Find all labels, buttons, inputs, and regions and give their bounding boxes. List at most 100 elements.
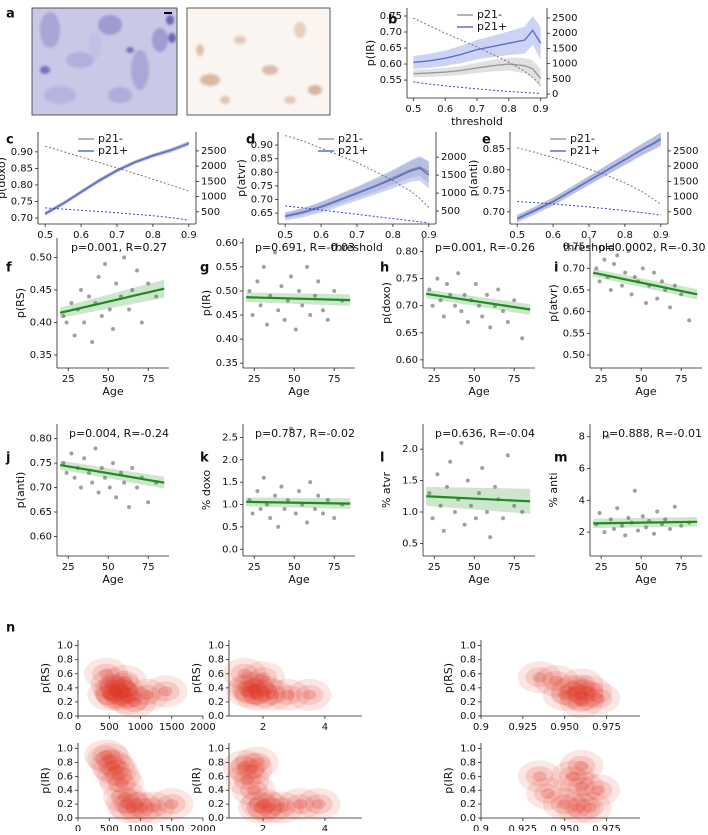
density-blob: [157, 794, 186, 815]
density-blob: [567, 791, 612, 824]
x-tick-label: 50: [102, 374, 115, 385]
y-tick-label: 0.0: [460, 813, 476, 824]
data-point: [130, 466, 135, 470]
data-point: [445, 484, 449, 489]
y-tick-label: 0.4: [57, 683, 73, 694]
density-blob: [525, 667, 554, 688]
data-point: [114, 281, 119, 286]
density-blob: [108, 686, 123, 697]
y-tick-label: 1.0: [460, 744, 476, 755]
data-point: [103, 262, 107, 266]
y-tick-label: 1.0: [57, 641, 73, 652]
x-tick-label: 75: [142, 562, 155, 573]
data-point: [488, 325, 493, 330]
data-point: [453, 510, 457, 514]
density-blob: [582, 686, 597, 697]
panel-label: h: [380, 261, 389, 276]
data-point: [520, 336, 525, 341]
density-blob: [567, 755, 596, 776]
data-point: [90, 340, 95, 344]
density-blob: [287, 678, 332, 711]
data-point: [626, 249, 631, 253]
y2-tick-label: 2000: [201, 161, 226, 172]
y-tick-label: 0.70: [251, 195, 273, 206]
data-point: [632, 488, 637, 493]
density-blob: [267, 797, 296, 818]
density-blob: [228, 671, 273, 704]
legend-label: p21+: [570, 144, 600, 157]
y-tick-label: 0.6: [57, 669, 73, 680]
y-tick-label: 0.8: [208, 655, 224, 666]
data-point: [82, 320, 87, 325]
data-point: [473, 282, 478, 287]
data-point: [620, 283, 624, 288]
ci-band: [413, 16, 541, 69]
x-tick-label: 0.5: [37, 230, 53, 241]
y-tick-label: 0.70: [380, 27, 402, 38]
panel-label: m: [554, 451, 568, 466]
density-blob: [158, 686, 173, 697]
data-point: [255, 279, 260, 284]
density-blob: [110, 670, 139, 691]
density-blob: [105, 679, 120, 690]
y2-tick-label: 1000: [441, 188, 466, 199]
stats-annotation: p=0.888, R=-0.01: [602, 427, 702, 440]
x-tick-label: 75: [328, 562, 341, 573]
y-tick-label: 0.8: [57, 757, 73, 768]
panel-label: i: [554, 261, 558, 276]
data-point: [308, 313, 313, 318]
data-point: [623, 270, 628, 275]
y-axis-label: % atvr: [380, 472, 393, 509]
fit-line: [246, 500, 351, 505]
x-tick-label: 1500: [159, 722, 184, 733]
ihc-texture: [196, 22, 322, 104]
x-tick-label: 0.5: [277, 230, 293, 241]
data-point: [441, 314, 446, 319]
y-tick-label: 0.2: [57, 799, 73, 810]
data-point: [332, 288, 337, 293]
data-point: [687, 318, 692, 323]
y-tick-label: 0.70: [11, 213, 33, 224]
data-point: [305, 264, 309, 269]
y-tick-label: 0.0: [208, 711, 224, 722]
y-tick-label: 0.8: [460, 757, 476, 768]
density-blob: [567, 675, 612, 708]
data-point: [64, 320, 69, 325]
data-point: [505, 319, 510, 324]
density-blob: [258, 684, 287, 705]
data-point: [655, 296, 660, 301]
y-tick-label: 0.0: [222, 544, 238, 555]
x-tick-label: 0.950: [550, 722, 579, 733]
y-tick-label: 0.40: [30, 318, 52, 329]
data-point: [660, 279, 664, 284]
data-point: [448, 292, 453, 297]
density-blob: [533, 783, 562, 804]
x-tick-label: 0: [75, 722, 81, 733]
density-blob: [143, 675, 188, 708]
y2-tick-label: 1000: [673, 192, 698, 203]
legend-label: p21-: [338, 132, 363, 145]
data-point: [465, 478, 470, 483]
x-tick-label: 50: [288, 374, 301, 385]
density-blob: [99, 750, 114, 761]
count-line: [517, 147, 662, 205]
y-tick-label: 1.0: [208, 641, 224, 652]
y-tick-label: 0.85: [251, 154, 273, 165]
data-point: [652, 531, 656, 536]
fit-line: [426, 292, 531, 311]
x-tick-label: 0.9: [473, 722, 489, 733]
x-axis-label: Age: [635, 385, 657, 398]
x-tick-label: 4: [322, 722, 328, 733]
x-axis-label: Age: [102, 573, 124, 586]
y-tick-label: 0.8: [208, 757, 224, 768]
density-blob: [231, 774, 276, 807]
data-point: [615, 253, 620, 258]
density-blob: [164, 799, 179, 810]
density-blob: [104, 766, 133, 787]
data-point: [427, 287, 432, 292]
density-blob: [293, 799, 308, 810]
density-blob: [517, 760, 562, 793]
panel-label: d: [246, 133, 255, 148]
x-tick-label: 0.9: [533, 104, 549, 115]
